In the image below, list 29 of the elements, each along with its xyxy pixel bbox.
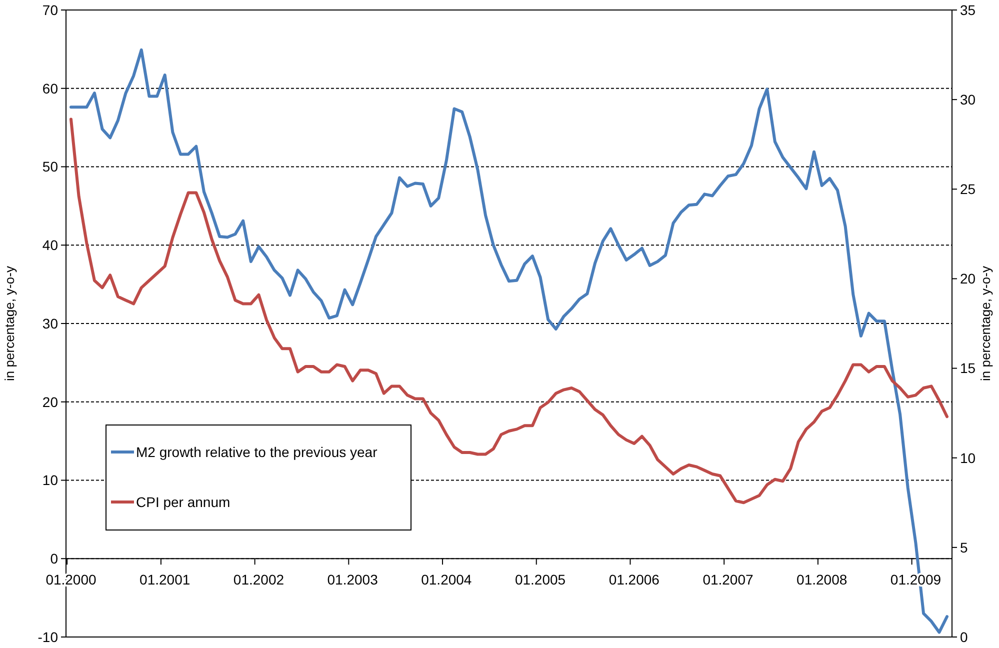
- y2-axis-title: in percentage, y-o-y: [978, 266, 993, 381]
- y-tick-label: 50: [42, 158, 58, 175]
- x-tick-label: 01.2006: [608, 572, 660, 588]
- y-tick-label: 60: [42, 80, 58, 96]
- y2-tick-label: 15: [960, 360, 976, 376]
- x-tick-label: 01.2007: [702, 572, 754, 588]
- legend-label: M2 growth relative to the previous year: [136, 444, 378, 460]
- y2-tick-label: 10: [960, 450, 976, 466]
- y-tick-label: -10: [38, 628, 58, 645]
- y-tick-label: 30: [42, 315, 58, 332]
- y-tick-label: 70: [42, 2, 58, 18]
- y-axis-title: in percentage, y-o-y: [2, 266, 17, 381]
- x-tick-label: 01.2008: [796, 572, 848, 588]
- y-tick-label: 0: [50, 550, 58, 567]
- x-tick-label: 01.2005: [514, 572, 566, 588]
- y2-tick-label: 35: [960, 2, 976, 18]
- y-tick-label: 10: [42, 472, 58, 488]
- y2-tick-label: 0: [960, 628, 968, 645]
- x-tick-label: 01.2002: [233, 572, 284, 588]
- y2-tick-label: 20: [960, 270, 976, 287]
- y2-tick-label: 30: [960, 91, 976, 108]
- y-tick-label: 40: [42, 237, 58, 254]
- x-tick-label: 01.2003: [327, 572, 378, 588]
- y-tick-label: 20: [42, 394, 58, 410]
- x-tick-label: 01.2004: [421, 572, 472, 588]
- y2-tick-label: 25: [960, 181, 976, 198]
- legend-label: CPI per annum: [136, 494, 230, 510]
- y2-tick-label: 5: [960, 539, 968, 556]
- x-tick-label: 01.2001: [140, 572, 190, 588]
